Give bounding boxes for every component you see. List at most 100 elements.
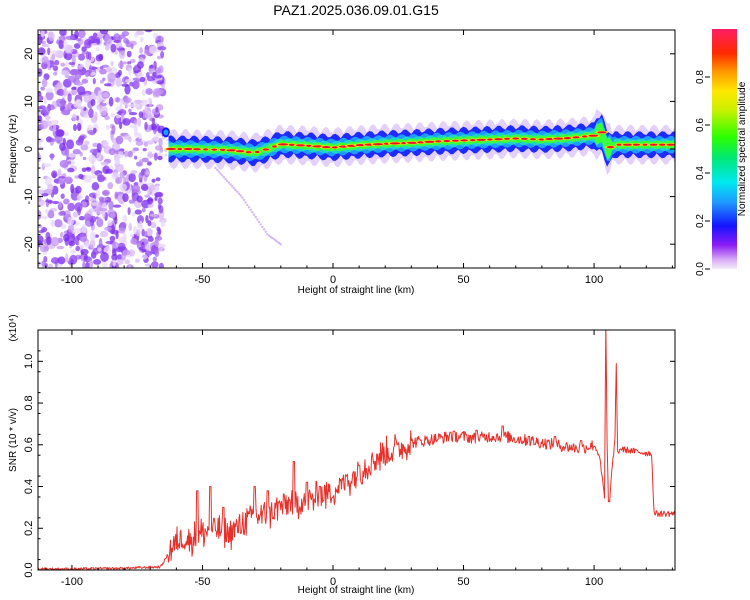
noise-blob	[97, 247, 102, 252]
ridge-core	[406, 141, 418, 144]
noise-blob	[54, 219, 63, 228]
noise-blob	[119, 98, 123, 108]
noise-blob	[52, 71, 58, 76]
faint-trace-point	[276, 240, 279, 243]
noise-blob	[107, 72, 116, 83]
noise-blob	[83, 93, 91, 103]
noise-blob	[52, 65, 59, 71]
noise-blob	[98, 208, 108, 212]
snr-panel: -100 -50 0 50 100 0.0 0.2 0.4 0.6 0.8 1.0 Height …	[8, 314, 676, 596]
figure-title: PAZ1.2025.036.09.01.G15	[273, 2, 439, 18]
noise-blob	[133, 99, 143, 104]
spectrogram-x-axis: -100 -50 0 50 100	[45, 30, 673, 286]
noise-blob	[71, 86, 78, 90]
faint-trace-point	[252, 213, 256, 216]
noise-blob	[47, 184, 54, 191]
noise-blob	[146, 72, 150, 78]
faint-trace-point	[271, 236, 274, 240]
noise-blob	[145, 140, 154, 145]
noise-blob	[129, 58, 136, 63]
noise-blob	[90, 43, 98, 47]
noise-blob	[107, 220, 113, 227]
ridge-core	[262, 148, 270, 151]
noise-blob	[128, 136, 132, 143]
noise-blob	[118, 226, 126, 234]
noise-blob	[67, 153, 77, 158]
noise-blob	[149, 64, 155, 69]
noise-blob	[40, 30, 45, 38]
faint-trace-point	[232, 187, 236, 190]
noise-blob	[44, 176, 52, 187]
noise-blob	[137, 61, 144, 69]
ridge-core	[211, 148, 218, 151]
noise-blob	[157, 203, 162, 210]
noise-blob	[64, 147, 70, 158]
noise-blob	[138, 111, 144, 118]
noise-blob	[66, 103, 72, 109]
noise-blob	[127, 207, 131, 216]
edge-blob-core	[163, 129, 169, 136]
noise-blob	[80, 144, 89, 151]
noise-blob	[68, 240, 76, 247]
ridge-core	[494, 138, 503, 141]
ridge-core	[460, 139, 468, 142]
y-tick-label: 10	[23, 95, 35, 107]
noise-blob	[75, 139, 84, 146]
noise-blob	[132, 211, 136, 217]
snr-series-line	[38, 330, 675, 570]
noise-blob	[45, 199, 53, 203]
y-tick-label: 0	[23, 146, 35, 152]
noise-blob	[144, 194, 151, 198]
noise-blob	[138, 159, 144, 165]
noise-blob	[72, 149, 81, 155]
noise-blob	[160, 51, 165, 59]
noise-blob	[65, 35, 75, 41]
noise-blob	[151, 261, 159, 268]
noise-blob	[117, 258, 124, 265]
noise-blob	[38, 94, 44, 102]
faint-trace-point	[244, 201, 247, 204]
noise-blob	[151, 118, 156, 125]
noise-blob	[129, 234, 135, 238]
noise-blob	[119, 183, 127, 191]
colorbar-gradient	[712, 29, 737, 269]
noise-blob	[43, 96, 48, 105]
faint-trace-point	[229, 183, 232, 186]
faint-trace-point	[216, 168, 219, 172]
spectrogram-y-label: Frequency (Hz)	[8, 115, 19, 184]
noise-blob	[84, 71, 90, 77]
faint-trace-point	[261, 225, 264, 229]
noise-blob	[102, 77, 106, 82]
noise-blob	[157, 155, 163, 161]
noise-blob	[156, 132, 163, 137]
noise-blob	[132, 80, 140, 90]
noise-blob	[158, 262, 164, 268]
noise-blob	[124, 150, 129, 158]
noise-blob	[141, 89, 146, 96]
noise-blob	[144, 113, 153, 120]
noise-blob	[38, 210, 42, 220]
faint-trace-point	[236, 190, 239, 193]
noise-blob	[90, 165, 96, 175]
noise-blob	[99, 68, 107, 75]
ridge-core	[553, 137, 565, 140]
noise-blob	[65, 253, 69, 263]
noise-blob	[56, 245, 65, 250]
noise-blob	[89, 239, 96, 249]
noise-blob	[93, 259, 102, 265]
noise-blob	[78, 53, 86, 61]
noise-blob	[58, 211, 64, 216]
noise-blob	[48, 263, 53, 268]
noise-blob	[129, 124, 138, 129]
faint-trace-point	[221, 174, 224, 177]
noise-blob	[124, 84, 131, 95]
noise-blob	[153, 135, 160, 142]
noise-blob	[64, 132, 69, 137]
faint-trace-point	[222, 176, 226, 179]
noise-blob	[133, 33, 139, 38]
noise-blob	[73, 43, 81, 49]
noise-blob	[141, 253, 148, 260]
noise-blob	[155, 106, 159, 113]
noise-blob	[73, 123, 77, 132]
noise-blob	[154, 145, 163, 151]
